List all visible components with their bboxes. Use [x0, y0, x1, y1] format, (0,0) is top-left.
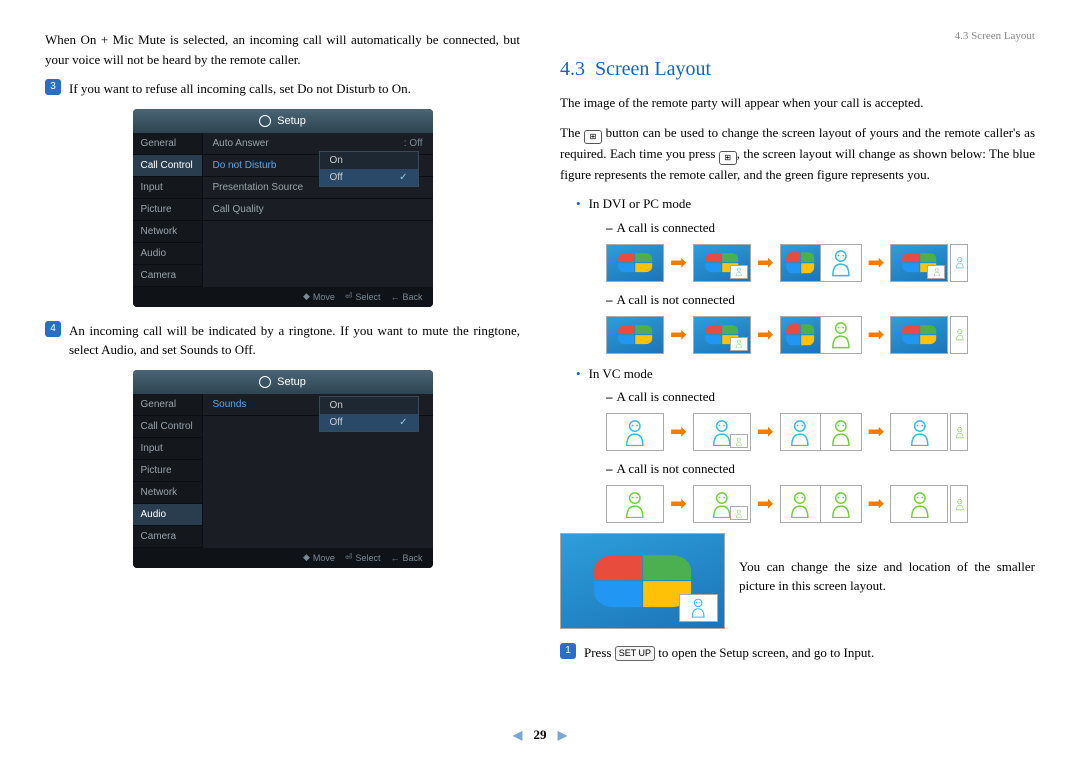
move-hint: ◆ Move — [303, 552, 335, 563]
pip-window — [679, 594, 718, 622]
bullet-mode-vc: •In VC mode — [576, 364, 1035, 384]
paragraph-2: The ⊞ button can be used to change the s… — [560, 123, 1035, 185]
num-text: If you want to refuse all incoming calls… — [69, 79, 520, 99]
sub-not-connected: –A call is not connected — [606, 461, 1035, 477]
num-badge: 1 — [560, 643, 576, 659]
numbered-item-4: 4 An incoming call will be indicated by … — [45, 321, 520, 360]
numbered-step-1: 1 Press SET UP to open the Setup screen,… — [560, 643, 1035, 663]
big-tile — [560, 533, 725, 629]
select-hint: ⏎ Select — [345, 552, 381, 563]
layout-button-icon: ⊞ — [719, 151, 737, 165]
layout-note: You can change the size and location of … — [739, 557, 1035, 596]
setup-screenshot-1: Setup GeneralCall ControlInputPictureNet… — [133, 109, 433, 307]
num-badge: 4 — [45, 321, 61, 337]
layout-sequence-dvi-connected: ➡➡➡ — [606, 244, 1035, 282]
back-hint: ← Back — [390, 292, 422, 302]
section-title: 4.3 Screen Layout — [560, 58, 1035, 81]
setup-title: Setup — [277, 115, 306, 127]
left-column: When On + Mic Mute is selected, an incom… — [45, 30, 520, 673]
back-hint: ← Back — [390, 553, 422, 563]
page-number: 29 — [534, 727, 547, 742]
intro-paragraph: When On + Mic Mute is selected, an incom… — [45, 30, 520, 69]
setup-sidebar: GeneralCall ControlInputPictureNetworkAu… — [133, 133, 203, 287]
setup-titlebar: Setup — [133, 109, 433, 133]
section-text: Screen Layout — [595, 58, 711, 80]
setup-options: SoundsOnOff✓ — [203, 394, 433, 548]
sub-not-connected: –A call is not connected — [606, 292, 1035, 308]
right-column: 4.3 Screen Layout The image of the remote… — [560, 30, 1035, 673]
sub-connected: –A call is connected — [606, 389, 1035, 405]
option-popup: OnOff✓ — [319, 396, 419, 432]
move-hint: ◆ Move — [303, 291, 335, 302]
setup-titlebar: Setup — [133, 370, 433, 394]
setup-options: Auto Answer: OffDo not DisturbPresentati… — [203, 133, 433, 287]
sub-connected: –A call is connected — [606, 220, 1035, 236]
prev-page-icon[interactable]: ◀ — [513, 728, 522, 742]
setup-footer: ◆ Move ⏎ Select ← Back — [133, 548, 433, 568]
big-layout-example: You can change the size and location of … — [560, 533, 1035, 629]
next-page-icon[interactable]: ▶ — [558, 728, 567, 742]
setup-title: Setup — [277, 376, 306, 388]
layout-sequence-vc-connected: ➡➡➡ — [606, 413, 1035, 451]
page-header: 4.3 Screen Layout — [955, 30, 1035, 42]
gear-icon — [259, 376, 271, 388]
num-text: Press SET UP to open the Setup screen, a… — [584, 643, 1035, 663]
setup-button-icon: SET UP — [615, 646, 655, 661]
setup-footer: ◆ Move ⏎ Select ← Back — [133, 287, 433, 307]
page-footer: ◀ 29 ▶ — [0, 727, 1080, 743]
section-number: 4.3 — [560, 58, 585, 80]
option-popup: OnOff✓ — [319, 151, 419, 187]
page-content: When On + Mic Mute is selected, an incom… — [0, 0, 1080, 693]
numbered-item-3: 3 If you want to refuse all incoming cal… — [45, 79, 520, 99]
select-hint: ⏎ Select — [345, 291, 381, 302]
bullet-mode-dvi: •In DVI or PC mode — [576, 194, 1035, 214]
gear-icon — [259, 115, 271, 127]
num-badge: 3 — [45, 79, 61, 95]
layout-sequence-dvi-notconnected: ➡➡➡ — [606, 316, 1035, 354]
num-text: An incoming call will be indicated by a … — [69, 321, 520, 360]
paragraph-1: The image of the remote party will appea… — [560, 93, 1035, 113]
setup-sidebar: GeneralCall ControlInputPictureNetworkAu… — [133, 394, 203, 548]
layout-button-icon: ⊞ — [584, 130, 602, 144]
layout-sequence-vc-notconnected: ➡➡➡ — [606, 485, 1035, 523]
setup-screenshot-2: Setup GeneralCall ControlInputPictureNet… — [133, 370, 433, 568]
